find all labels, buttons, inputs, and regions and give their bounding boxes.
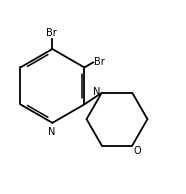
Text: Br: Br bbox=[46, 28, 57, 38]
Text: O: O bbox=[133, 146, 141, 156]
Text: N: N bbox=[94, 87, 101, 97]
Text: N: N bbox=[48, 127, 55, 137]
Text: Br: Br bbox=[94, 57, 105, 67]
